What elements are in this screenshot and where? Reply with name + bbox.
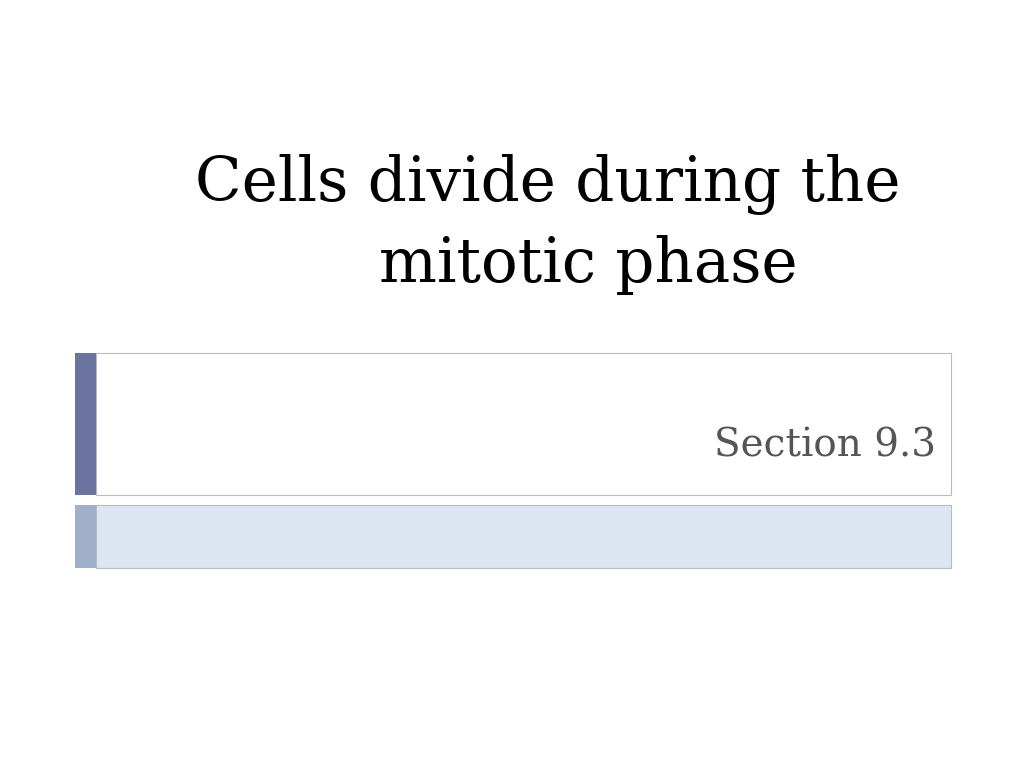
Text: mitotic phase: mitotic phase <box>380 235 798 295</box>
Bar <box>96 353 951 495</box>
Bar <box>96 505 951 568</box>
Text: Cells divide during the: Cells divide during the <box>196 154 900 215</box>
Bar <box>75 353 96 495</box>
Text: Section 9.3: Section 9.3 <box>714 427 936 464</box>
Bar <box>75 505 96 568</box>
